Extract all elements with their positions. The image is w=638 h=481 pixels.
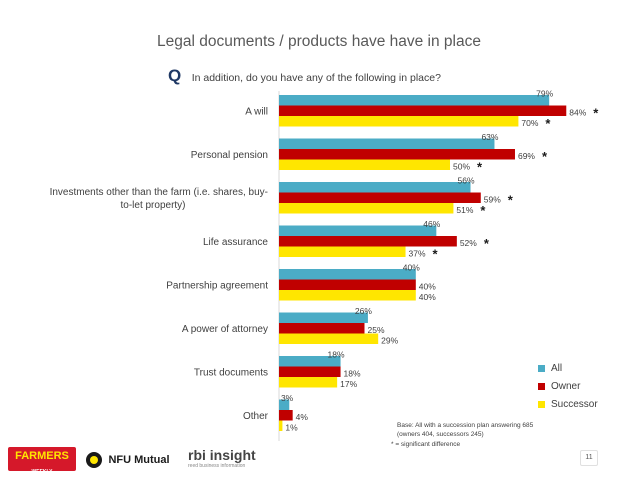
- value-label-all: 63%: [481, 132, 498, 142]
- bar-successor: [279, 420, 283, 431]
- bar-all: [279, 356, 341, 367]
- category-label: Investments other than the farm (i.e. sh…: [50, 187, 268, 198]
- value-label-all: 56%: [458, 176, 475, 186]
- value-label-all: 46%: [423, 219, 440, 229]
- value-label-owner: 52%: [460, 238, 477, 248]
- significance-marker: *: [593, 106, 599, 121]
- value-label-owner: 25%: [368, 325, 385, 335]
- significance-marker: *: [545, 116, 551, 131]
- bar-owner: [279, 279, 416, 290]
- value-label-owner: 18%: [344, 369, 361, 379]
- value-label-owner: 40%: [419, 282, 436, 292]
- bar-successor: [279, 290, 416, 301]
- page-number: 11: [580, 450, 598, 466]
- rbi-logo-text: rbi insight: [188, 447, 256, 463]
- category-label: to-let property): [120, 200, 185, 211]
- category-label: A power of attorney: [182, 324, 268, 335]
- bar-all: [279, 312, 368, 323]
- question: Q In addition, do you have any of the fo…: [168, 66, 441, 86]
- rbi-insight-logo: rbi insight reed business information: [188, 447, 256, 469]
- bar-all: [279, 399, 290, 410]
- chart-legend: All Owner Successor: [538, 359, 598, 413]
- value-label-owner: 84%: [569, 108, 586, 118]
- bar-all: [279, 269, 416, 280]
- value-label-successor: 37%: [409, 249, 426, 259]
- bar-successor: [279, 159, 450, 170]
- significance-marker: *: [477, 160, 483, 175]
- bar-successor: [279, 203, 454, 214]
- category-label: Other: [243, 411, 269, 422]
- bar-all: [279, 138, 495, 149]
- value-label-successor: 51%: [456, 205, 473, 215]
- nfu-mutual-logo: NFU Mutual: [86, 451, 170, 469]
- legend-label-owner: Owner: [551, 380, 581, 392]
- page-title: Legal documents / products have have in …: [157, 33, 481, 50]
- value-label-successor: 17%: [340, 379, 357, 389]
- bar-owner: [279, 410, 293, 421]
- bar-owner: [279, 236, 457, 247]
- category-label: A will: [245, 106, 268, 117]
- significance-marker: *: [433, 247, 439, 262]
- significance-marker: *: [484, 236, 490, 251]
- nfu-mutual-icon: [86, 451, 102, 468]
- value-label-owner: 59%: [484, 195, 501, 205]
- legend-swatch-owner: [538, 382, 545, 390]
- bar-owner: [279, 323, 365, 334]
- bar-all: [279, 225, 437, 236]
- value-label-successor: 70%: [521, 118, 538, 128]
- value-label-all: 26%: [355, 306, 372, 316]
- bar-all: [279, 182, 471, 193]
- legend-item-successor: Successor: [538, 395, 598, 413]
- category-label: Life assurance: [203, 237, 268, 248]
- value-label-owner: 4%: [296, 412, 309, 422]
- bar-all: [279, 95, 550, 106]
- value-label-all: 79%: [536, 89, 553, 99]
- bar-successor: [279, 377, 338, 388]
- question-text: In addition, do you have any of the foll…: [191, 72, 441, 84]
- value-label-all: 3%: [281, 393, 294, 403]
- farmers-logo-subtext: WEEKLY: [31, 469, 53, 475]
- value-label-all: 40%: [403, 263, 420, 273]
- value-label-all: 18%: [328, 350, 345, 360]
- category-label: Partnership agreement: [166, 280, 268, 291]
- value-label-successor: 40%: [419, 292, 436, 302]
- category-label: Personal pension: [191, 150, 268, 161]
- base-note: Base: All with a succession plan answeri…: [397, 422, 534, 438]
- value-label-successor: 29%: [381, 336, 398, 346]
- rbi-logo-subtext: reed business information: [188, 463, 246, 469]
- significance-marker: *: [542, 149, 548, 164]
- bar-successor: [279, 246, 406, 257]
- bar-owner: [279, 192, 481, 203]
- significance-marker: *: [480, 203, 486, 218]
- value-label-owner: 69%: [518, 151, 535, 161]
- legend-label-all: All: [551, 362, 563, 374]
- legend-label-successor: Successor: [551, 398, 598, 410]
- bar-owner: [279, 105, 567, 116]
- bar-owner: [279, 149, 515, 160]
- bar-successor: [279, 116, 519, 127]
- question-mark-label: Q: [168, 66, 182, 85]
- bar-owner: [279, 366, 341, 377]
- bar-successor: [279, 333, 379, 344]
- legend-swatch-successor: [538, 400, 545, 408]
- significance-marker: *: [508, 193, 514, 208]
- farmers-logo-text: FARMERS: [15, 450, 69, 462]
- legend-item-all: All: [538, 359, 598, 377]
- significance-note: * = significant difference: [391, 441, 461, 448]
- farmers-weekly-logo: FARMERS WEEKLY: [8, 447, 76, 475]
- legend-swatch-all: [538, 364, 545, 372]
- value-label-successor: 50%: [453, 162, 470, 172]
- value-label-successor: 1%: [285, 423, 298, 433]
- nfu-logo-text: NFU Mutual: [108, 453, 170, 466]
- legend-item-owner: Owner: [538, 377, 598, 395]
- category-label: Trust documents: [194, 367, 268, 378]
